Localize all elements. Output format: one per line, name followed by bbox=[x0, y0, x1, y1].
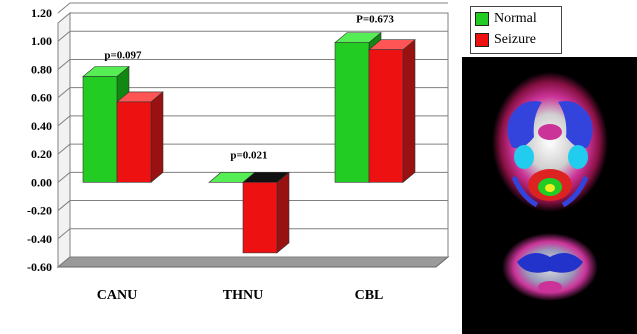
side-wall bbox=[57, 11, 71, 269]
x-axis-ticks: CANU THNU CBL bbox=[97, 288, 384, 303]
p-value-label: P=0.673 bbox=[356, 14, 394, 26]
grid-lines bbox=[57, 2, 448, 268]
brain-scan-graphic bbox=[492, 72, 608, 301]
bar-thnu-seizure bbox=[242, 171, 290, 254]
grid-line bbox=[57, 115, 448, 127]
grid-line bbox=[57, 58, 448, 70]
grid-line bbox=[57, 200, 448, 211]
x-tick-label: THNU bbox=[223, 288, 263, 303]
bars bbox=[82, 31, 416, 254]
bar-front bbox=[116, 101, 152, 183]
grid-line bbox=[57, 228, 448, 240]
y-tick-label: -0.60 bbox=[27, 260, 52, 274]
p-value-label: p=0.097 bbox=[104, 50, 142, 62]
legend-swatch-normal bbox=[475, 12, 489, 26]
legend-label-normal: Normal bbox=[494, 11, 537, 26]
y-tick-label: -0.20 bbox=[27, 204, 52, 218]
bar-side bbox=[150, 91, 164, 183]
grid-line bbox=[57, 143, 448, 155]
bar-side bbox=[402, 39, 416, 183]
brain-scan-image bbox=[462, 57, 637, 334]
grid-line bbox=[57, 30, 448, 42]
p-value-label: p=0.021 bbox=[230, 149, 267, 161]
bar-front bbox=[242, 182, 278, 254]
y-tick-label: 0.80 bbox=[31, 62, 52, 76]
y-tick-label: -0.40 bbox=[27, 232, 52, 246]
bar-canu-seizure bbox=[116, 91, 164, 183]
x-tick-label: CANU bbox=[97, 288, 137, 303]
y-tick-label: 1.20 bbox=[31, 6, 52, 20]
bar-front bbox=[82, 76, 118, 183]
floor bbox=[56, 256, 450, 268]
y-tick-label: 1.00 bbox=[31, 34, 52, 48]
y-tick-label: 0.20 bbox=[31, 147, 52, 161]
legend: Normal Seizure bbox=[470, 6, 562, 54]
bar-cbl-seizure bbox=[368, 39, 416, 183]
grid-line bbox=[57, 256, 448, 268]
grid-line bbox=[57, 87, 448, 99]
y-tick-label: 0.60 bbox=[31, 91, 52, 105]
legend-label-seizure: Seizure bbox=[494, 32, 536, 47]
grid-line bbox=[57, 171, 448, 183]
annotations: p=0.097 p=0.021 P=0.673 bbox=[104, 14, 394, 162]
y-tick-label: 0.00 bbox=[31, 175, 52, 189]
x-tick-label: CBL bbox=[355, 288, 384, 303]
y-tick-label: 0.40 bbox=[31, 119, 52, 133]
bar-side bbox=[276, 171, 290, 254]
legend-item-seizure: Seizure bbox=[475, 31, 536, 49]
grid-line bbox=[57, 2, 448, 14]
bar-front bbox=[334, 42, 370, 183]
legend-swatch-seizure bbox=[475, 33, 489, 47]
legend-item-normal: Normal bbox=[475, 10, 537, 28]
bar-front bbox=[368, 49, 404, 183]
y-axis-ticks: 1.20 1.00 0.80 0.60 0.40 0.20 0.00 -0.20 -0.40 -0… bbox=[27, 6, 52, 274]
